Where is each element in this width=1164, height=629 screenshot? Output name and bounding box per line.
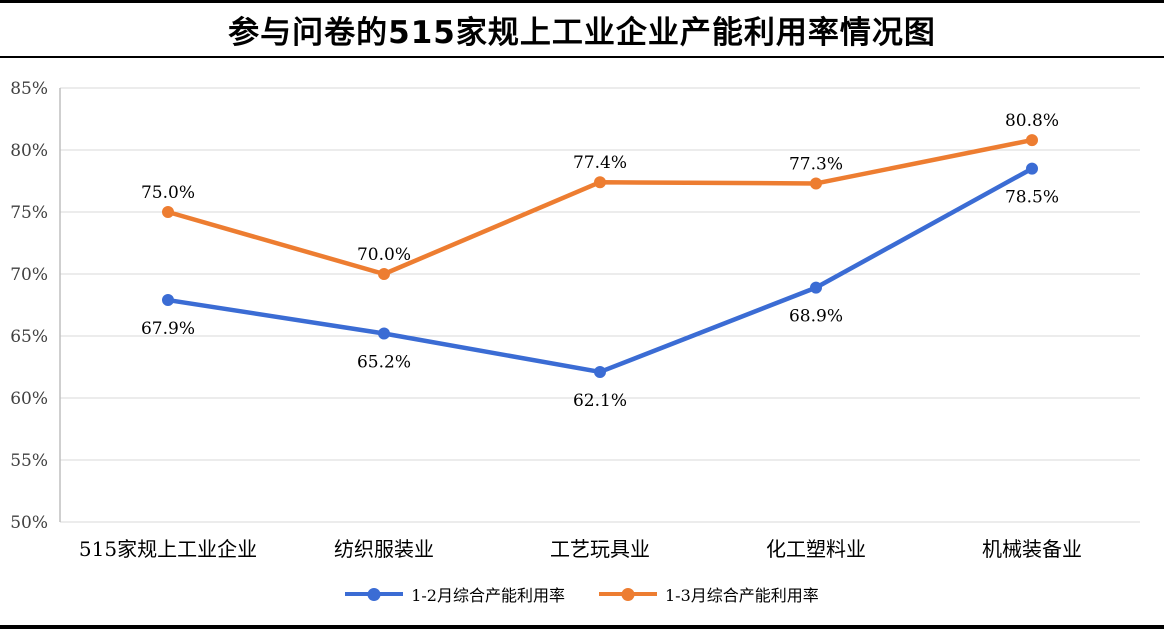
y-axis-tick-label: 80% xyxy=(10,141,48,161)
data-label-series-2: 75.0% xyxy=(141,183,195,203)
legend: 1-2月综合产能利用率 1-3月综合产能利用率 xyxy=(0,568,1164,620)
data-label-series-2: 77.4% xyxy=(573,153,627,173)
data-label-series-1: 78.5% xyxy=(1005,188,1059,208)
x-axis-category-label: 纺织服装业 xyxy=(334,537,434,561)
data-point-marker-series-2 xyxy=(810,177,822,190)
y-axis-tick-label: 60% xyxy=(10,389,48,409)
title-bar: 参与问卷的515家规上工业企业产能利用率情况图 xyxy=(0,3,1164,58)
x-axis-category-label: 机械装备业 xyxy=(982,537,1082,561)
y-axis-tick-label: 55% xyxy=(10,451,48,471)
data-point-marker-series-2 xyxy=(594,176,606,189)
y-axis-tick-label: 70% xyxy=(10,265,48,285)
x-axis-category-label: 工艺玩具业 xyxy=(550,537,650,561)
y-axis-tick-label: 85% xyxy=(10,79,48,99)
x-axis-category-label: 515家规上工业企业 xyxy=(79,537,257,561)
y-axis-tick-label: 50% xyxy=(10,513,48,533)
data-point-marker-series-1 xyxy=(594,365,606,378)
data-label-series-2: 70.0% xyxy=(357,245,411,265)
chart-canvas: 50% 55% 60% 65% 70% 75% 80% 85% 515家规上工业企业 纺织服装业 工… xyxy=(10,79,1140,561)
legend-item-series-2: 1-3月综合产能利用率 xyxy=(599,582,819,606)
data-point-marker-series-2 xyxy=(378,268,390,280)
legend-item-series-1: 1-2月综合产能利用率 xyxy=(345,582,565,606)
data-point-marker-series-1 xyxy=(810,281,822,294)
y-axis-tick-label: 75% xyxy=(10,203,48,223)
data-point-marker-series-1 xyxy=(1026,162,1038,175)
data-label-series-1: 62.1% xyxy=(573,391,627,411)
data-label-series-2: 80.8% xyxy=(1005,111,1059,131)
legend-swatch-blue-line-icon xyxy=(345,587,404,601)
y-axis-tick-label: 65% xyxy=(10,327,48,347)
legend-dot-marker xyxy=(621,587,635,601)
series-line-1 xyxy=(165,166,1035,375)
data-label-series-1: 65.2% xyxy=(357,353,411,373)
legend-swatch-orange-line-icon xyxy=(599,587,657,601)
legend-dot-marker xyxy=(367,587,381,601)
legend-label-series-1: 1-2月综合产能利用率 xyxy=(411,586,565,605)
data-point-marker-series-2 xyxy=(1026,134,1038,147)
data-label-series-1: 67.9% xyxy=(141,319,195,339)
chart-title: 参与问卷的515家规上工业企业产能利用率情况图 xyxy=(228,15,936,51)
x-axis-category-label: 化工塑料业 xyxy=(766,537,866,561)
legend-label-series-2: 1-3月综合产能利用率 xyxy=(665,586,819,605)
data-label-series-1: 68.9% xyxy=(789,307,843,327)
data-point-marker-series-1 xyxy=(378,327,390,340)
data-point-marker-series-1 xyxy=(162,294,174,307)
data-label-series-2: 77.3% xyxy=(789,154,843,174)
data-point-marker-series-2 xyxy=(162,206,174,218)
